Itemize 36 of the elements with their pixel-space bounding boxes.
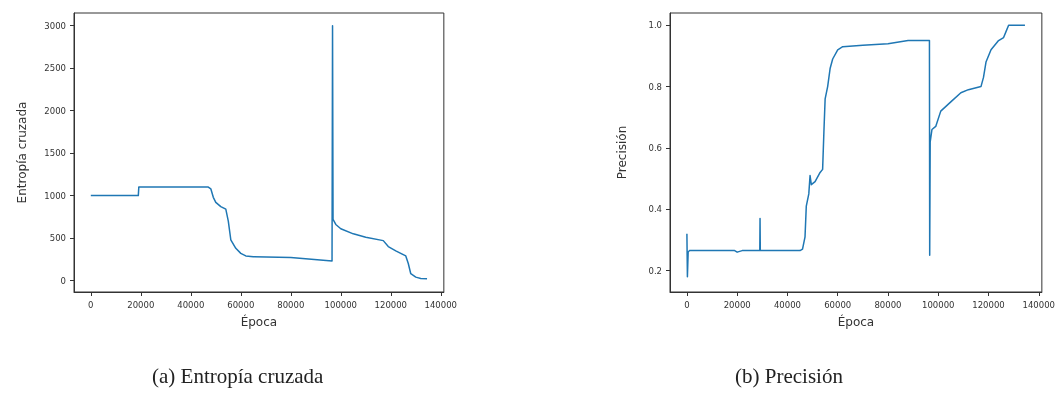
x-axis-title: Época — [837, 314, 875, 329]
x-axis-title: Época — [240, 314, 278, 329]
x-tick-label: 100000 — [922, 299, 955, 310]
x-tick-label: 60000 — [824, 299, 852, 310]
text: (a) Entropía cruzada — [152, 364, 324, 389]
y-tick-label: 500 — [49, 233, 66, 244]
y-tick-label: 0.6 — [648, 142, 662, 153]
x-tick-label: 40000 — [177, 299, 205, 310]
text: (b) Precisión — [735, 364, 843, 389]
y-tick-label: 3000 — [44, 20, 66, 31]
y-tick-label: 2000 — [44, 105, 66, 116]
y-tick-label: 0.8 — [648, 81, 662, 92]
y-tick-label: 1.0 — [648, 20, 662, 31]
x-tick-label: 0 — [88, 299, 94, 310]
x-tick-label: 140000 — [1022, 299, 1055, 310]
y-tick-label: 1500 — [44, 148, 66, 159]
y-axis-title: Entropía cruzada — [15, 101, 29, 204]
y-tick-label: 0 — [60, 275, 66, 286]
x-tick-label: 20000 — [723, 299, 751, 310]
x-tick-label: 60000 — [227, 299, 255, 310]
x-tick-label: 40000 — [773, 299, 801, 310]
x-tick-label: 80000 — [874, 299, 902, 310]
x-tick-label: 20000 — [127, 299, 155, 310]
x-tick-label: 100000 — [324, 299, 358, 310]
line-series — [90, 24, 428, 280]
x-tick-label: 120000 — [972, 299, 1005, 310]
y-tick-label: 1000 — [44, 190, 66, 201]
y-tick-label: 0.2 — [648, 265, 662, 276]
y-tick-label: 2500 — [44, 63, 66, 74]
y-tick-label: 0.4 — [648, 204, 662, 215]
x-tick-label: 0 — [684, 299, 690, 310]
x-tick-label: 120000 — [374, 299, 408, 310]
x-tick-label: 140000 — [424, 299, 457, 310]
y-axis-title: Precisión — [615, 125, 629, 180]
x-tick-label: 80000 — [277, 299, 305, 310]
line-series — [686, 24, 1026, 278]
